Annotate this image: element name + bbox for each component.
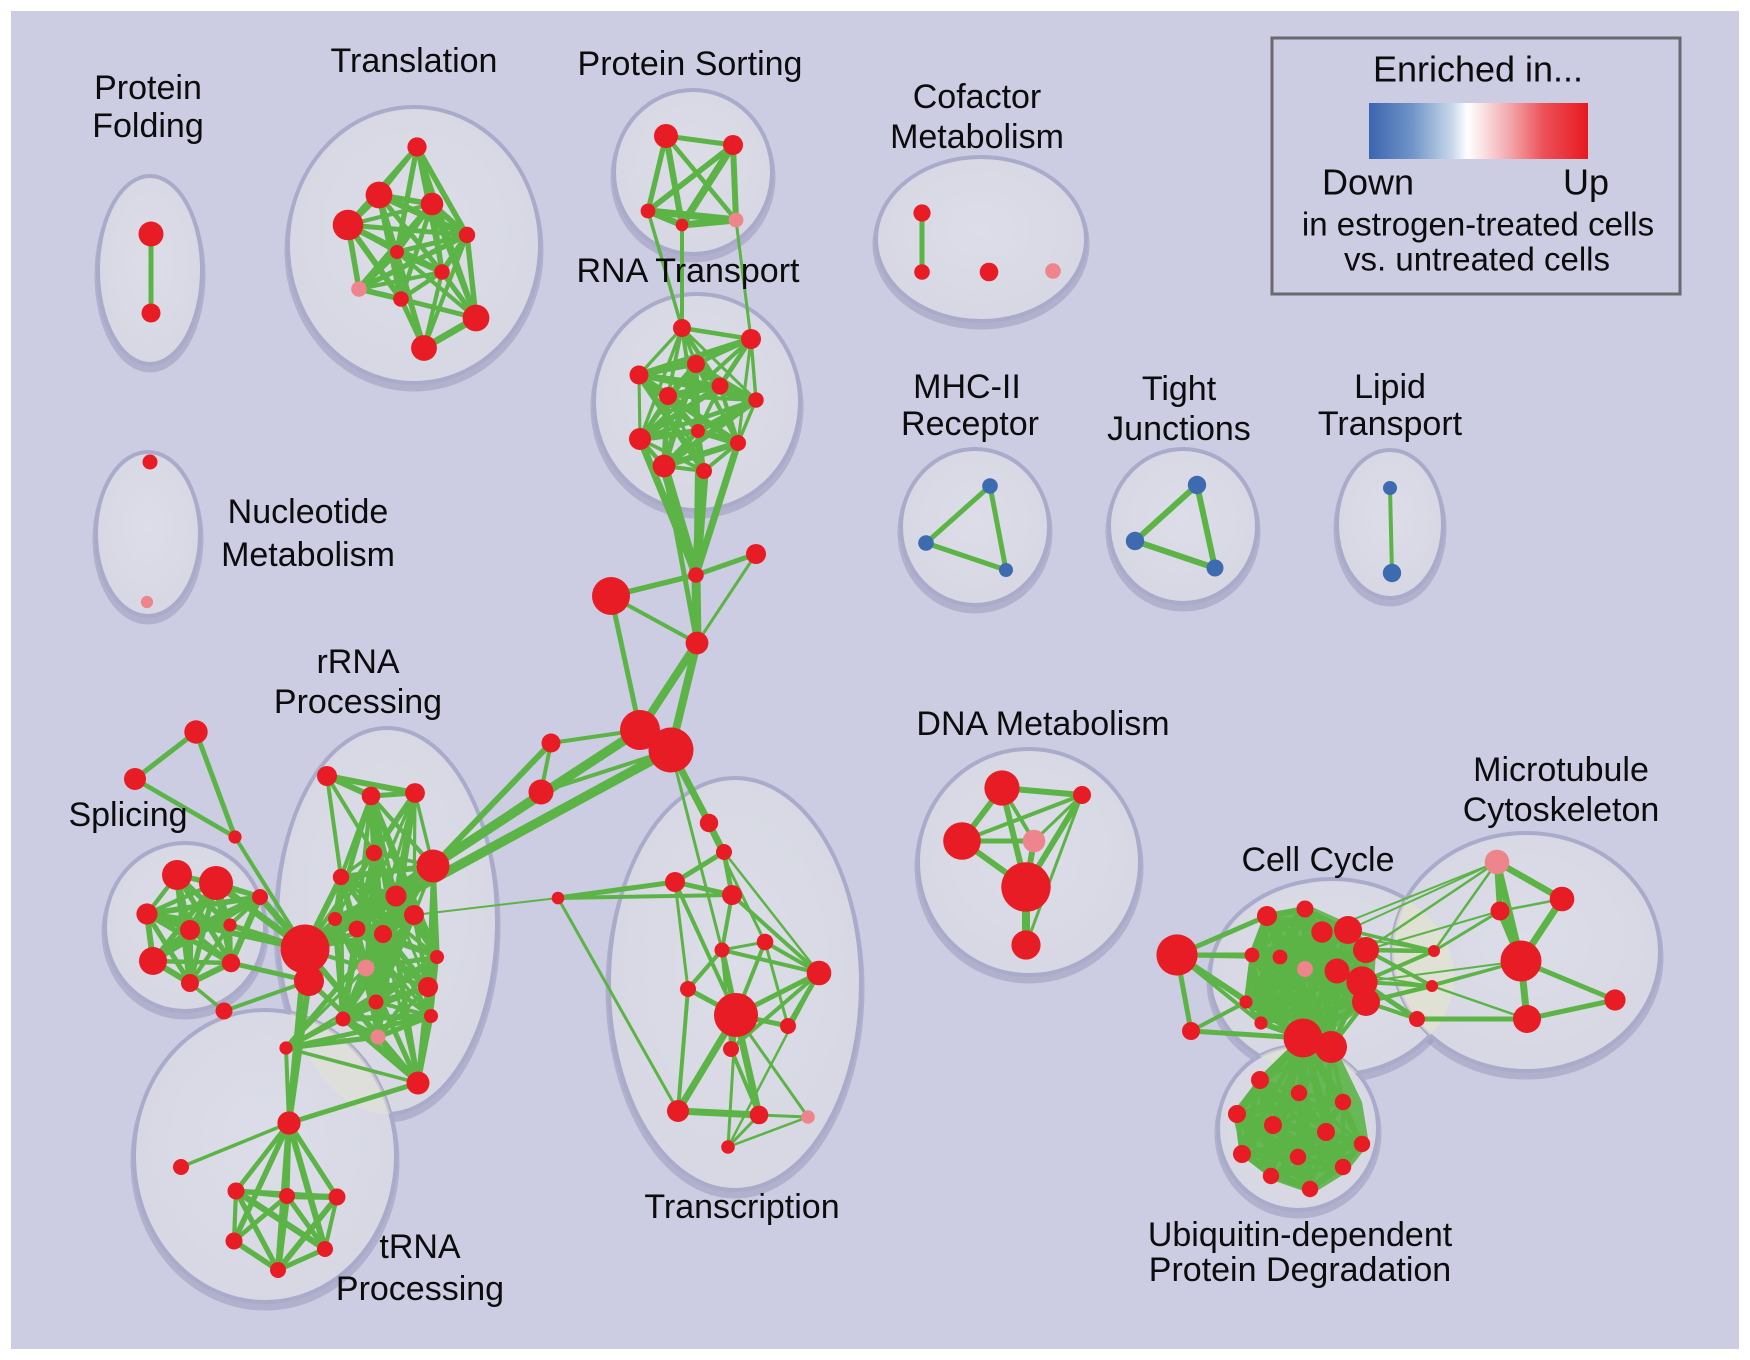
svg-text:Receptor: Receptor	[901, 405, 1039, 443]
svg-text:Down: Down	[1322, 162, 1414, 203]
svg-text:Enriched in...: Enriched in...	[1373, 49, 1583, 90]
svg-text:Folding: Folding	[92, 107, 204, 145]
svg-text:Cofactor: Cofactor	[913, 78, 1042, 116]
svg-text:Microtubule: Microtubule	[1473, 751, 1649, 789]
svg-text:Ubiquitin-dependent: Ubiquitin-dependent	[1148, 1216, 1453, 1254]
svg-text:Metabolism: Metabolism	[221, 536, 395, 574]
svg-text:Transport: Transport	[1318, 405, 1463, 443]
svg-text:rRNA: rRNA	[316, 643, 399, 681]
svg-text:Processing: Processing	[336, 1270, 504, 1308]
svg-text:Splicing: Splicing	[68, 796, 187, 834]
svg-text:Junctions: Junctions	[1107, 410, 1251, 448]
svg-text:vs. untreated cells: vs. untreated cells	[1344, 241, 1610, 278]
svg-text:Transcription: Transcription	[644, 1188, 839, 1226]
svg-text:Tight: Tight	[1142, 370, 1217, 408]
svg-text:Lipid: Lipid	[1354, 368, 1426, 406]
svg-text:Protein Sorting: Protein Sorting	[578, 45, 803, 83]
svg-text:Metabolism: Metabolism	[890, 118, 1064, 156]
svg-text:Cell Cycle: Cell Cycle	[1241, 841, 1394, 879]
svg-text:Cytoskeleton: Cytoskeleton	[1463, 791, 1660, 829]
svg-text:DNA Metabolism: DNA Metabolism	[916, 705, 1169, 743]
svg-text:Up: Up	[1563, 162, 1609, 203]
svg-text:RNA Transport: RNA Transport	[577, 252, 801, 290]
svg-text:tRNA: tRNA	[379, 1228, 461, 1266]
svg-text:in estrogen-treated cells: in estrogen-treated cells	[1302, 206, 1654, 243]
svg-text:Translation: Translation	[331, 42, 498, 80]
svg-text:Protein Degradation: Protein Degradation	[1149, 1251, 1451, 1289]
svg-text:MHC-II: MHC-II	[913, 368, 1021, 406]
svg-text:Processing: Processing	[274, 683, 442, 721]
svg-text:Protein: Protein	[94, 69, 202, 107]
svg-text:Nucleotide: Nucleotide	[228, 493, 389, 531]
